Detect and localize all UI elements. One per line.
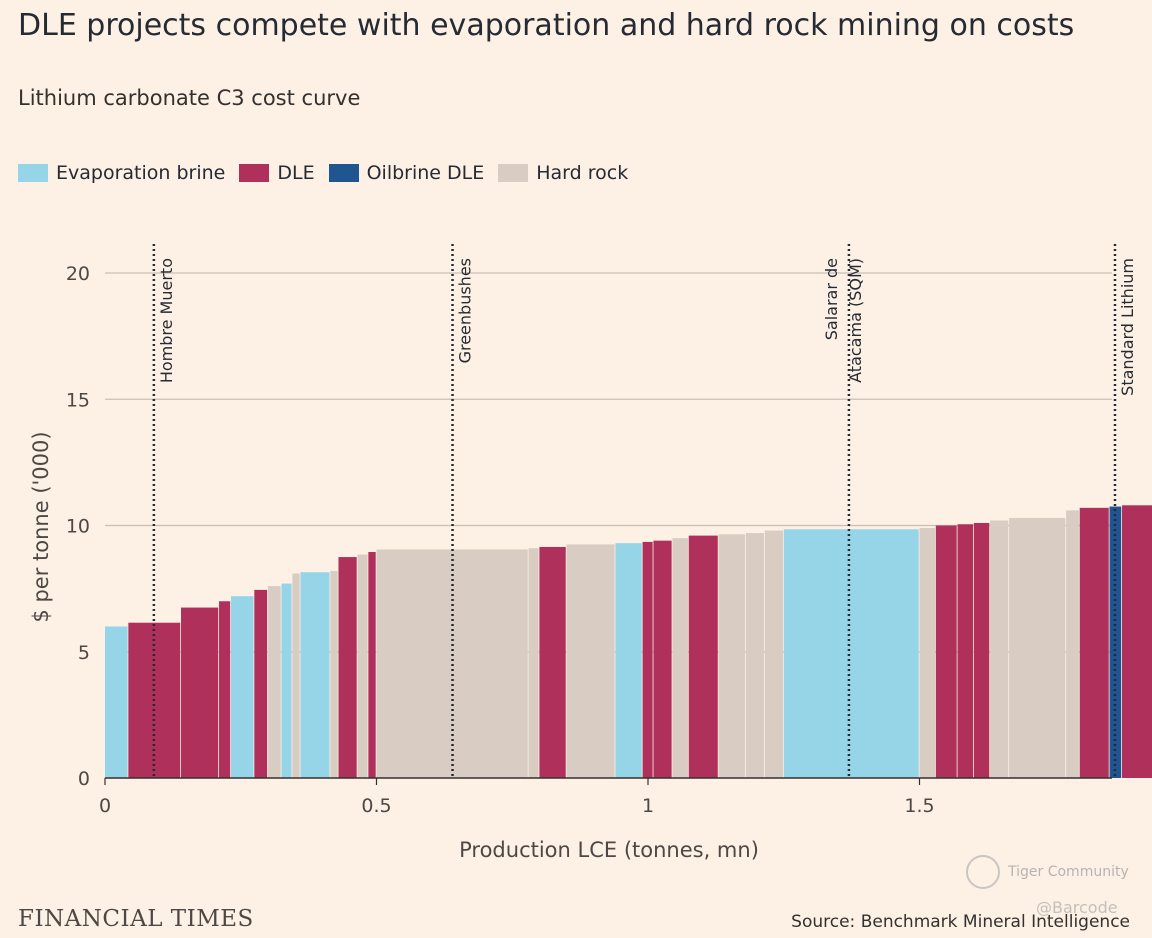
y-tick-label: 0 (78, 768, 90, 790)
bar-dle (181, 607, 219, 778)
annotation-label: Hombre Muerto (157, 258, 176, 383)
legend: Evaporation brine DLE Oilbrine DLE Hard … (18, 162, 642, 184)
annotation-label-line: Standard Lithium (1118, 258, 1137, 396)
x-tick-label: 0 (99, 795, 111, 817)
x-tick-label: 0.5 (361, 795, 391, 817)
bar-dle (254, 589, 268, 778)
financial-times-logo: FINANCIAL TIMES (18, 906, 254, 932)
legend-item-hard-rock: Hard rock (498, 162, 628, 184)
bar-hard-rock (267, 586, 281, 778)
bar-dle (1079, 507, 1109, 778)
bar-hard-rock (566, 544, 615, 778)
chart-subtitle: Lithium carbonate C3 cost curve (18, 86, 361, 110)
annotation-label: Greenbushes (456, 258, 475, 363)
watermark-text: Tiger Community (1008, 864, 1129, 880)
bar-dle (539, 546, 566, 778)
bar-dle (973, 522, 990, 778)
bar-evaporation-brine (230, 596, 254, 778)
legend-swatch-hard-rock (498, 164, 529, 182)
bar-hard-rock (1066, 510, 1079, 778)
bar-hard-rock (990, 520, 1009, 778)
annotation-label-line: Greenbushes (456, 258, 475, 363)
annotation-label: Standard Lithium (1118, 258, 1137, 396)
annotation-label-line: Salarar de (822, 258, 841, 340)
bar-evaporation-brine (300, 572, 330, 778)
chart-title: DLE projects compete with evaporation an… (18, 8, 1075, 43)
watermark-tiger-community: Tiger Community (966, 855, 1129, 889)
legend-swatch-dle (239, 164, 270, 182)
bar-hard-rock (292, 573, 300, 778)
legend-swatch-evaporation-brine (18, 164, 48, 182)
legend-label: Oilbrine DLE (366, 162, 485, 184)
annotation-label-line: Atacama (SQM) (846, 258, 865, 383)
bar-hard-rock (357, 554, 368, 778)
legend-item-dle: DLE (239, 162, 315, 184)
legend-label: Evaporation brine (56, 162, 226, 184)
watermark-barcode: @Barcode (1036, 898, 1118, 917)
bar-dle (1122, 505, 1152, 778)
bar-dle (338, 557, 357, 778)
legend-label: DLE (277, 162, 315, 184)
annotation-label: Salarar de Atacama (SQM) (822, 258, 865, 383)
bar-hard-rock (919, 528, 935, 778)
bar-evaporation-brine (105, 626, 128, 778)
bar-dle (957, 524, 973, 778)
y-axis-title: $ per tonne ('000) (29, 431, 53, 622)
bar-evaporation-brine (783, 529, 919, 778)
bar-dle (935, 525, 957, 778)
bar-hard-rock (672, 538, 688, 778)
bar-dle (368, 552, 376, 778)
x-tick-label: 1 (642, 795, 654, 817)
bar-evaporation-brine (281, 583, 292, 778)
bar-dle (688, 535, 718, 778)
x-axis-title: Production LCE (tonnes, mn) (459, 838, 759, 862)
annotation-label-line: Hombre Muerto (157, 258, 176, 383)
bar-dle (642, 541, 653, 778)
bar-oilbrine-dle (1109, 506, 1122, 778)
bar-hard-rock (1009, 517, 1066, 778)
legend-item-evaporation-brine: Evaporation brine (18, 162, 225, 184)
y-tick-label: 10 (66, 516, 90, 538)
bar-dle (219, 601, 231, 778)
bar-dle (653, 540, 672, 778)
bar-evaporation-brine (615, 543, 642, 778)
legend-item-oilbrine-dle: Oilbrine DLE (328, 162, 485, 184)
x-tick-label: 1.5 (904, 795, 934, 817)
bar-hard-rock (745, 533, 764, 778)
bar-hard-rock (330, 570, 338, 778)
tiger-logo-icon (966, 855, 1000, 889)
y-tick-label: 20 (66, 263, 90, 285)
bar-hard-rock (718, 534, 745, 778)
bar-hard-rock (764, 530, 783, 778)
source-note: Source: Benchmark Mineral Intelligence (791, 912, 1130, 932)
legend-label: Hard rock (536, 162, 629, 184)
bar-hard-rock (376, 549, 528, 778)
y-tick-label: 15 (66, 389, 90, 411)
y-tick-label: 5 (78, 642, 90, 664)
legend-swatch-oilbrine-dle (328, 164, 359, 182)
bar-hard-rock (528, 548, 539, 778)
